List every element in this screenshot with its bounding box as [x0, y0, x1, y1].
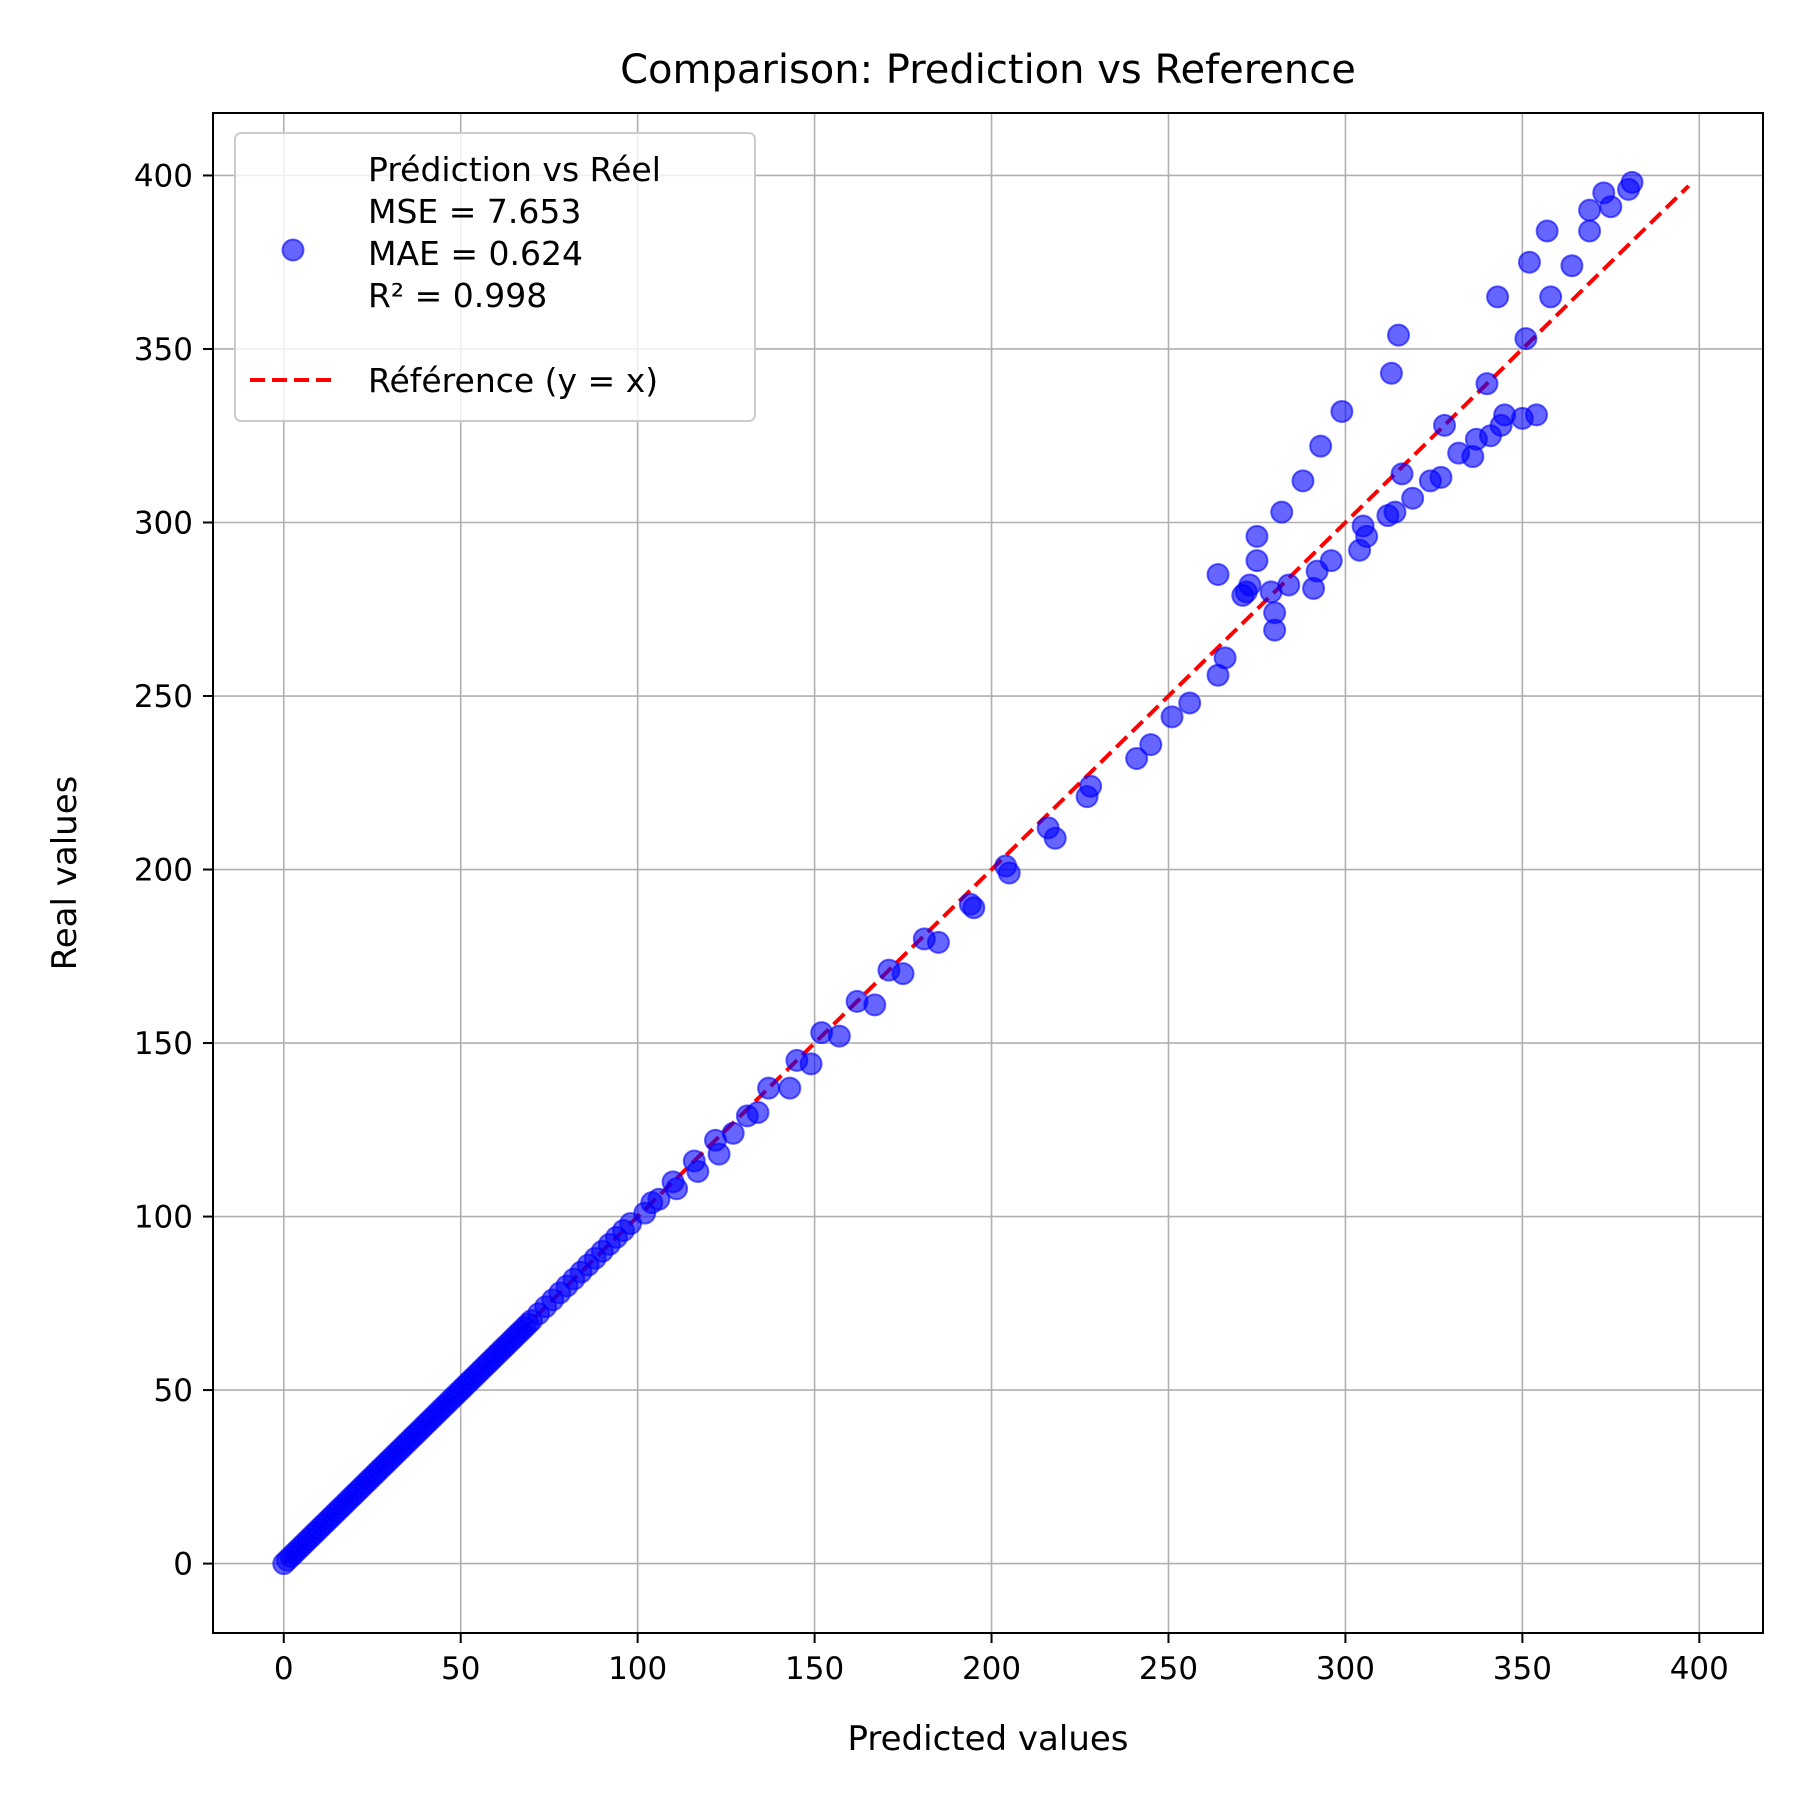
- data-point: [1560, 254, 1584, 278]
- x-tick-label: 300: [1316, 1651, 1375, 1687]
- x-axis-label: Predicted values: [848, 1719, 1129, 1759]
- x-tick-label: 350: [1493, 1651, 1552, 1687]
- y-tick-label: 250: [134, 679, 193, 715]
- data-point: [1599, 195, 1623, 219]
- data-point: [1330, 399, 1354, 423]
- data-point: [1245, 524, 1269, 548]
- data-point: [1390, 462, 1414, 486]
- x-tick-label: 200: [962, 1651, 1021, 1687]
- x-tick-label: 100: [608, 1651, 667, 1687]
- data-point: [1245, 549, 1269, 573]
- data-point: [647, 1187, 671, 1211]
- data-point: [778, 1076, 802, 1100]
- data-point: [1383, 500, 1407, 524]
- data-point: [721, 1121, 745, 1145]
- data-point: [665, 1177, 689, 1201]
- legend-label-scatter: Prédiction vs Réel MSE = 7.653 MAE = 0.624…: [368, 150, 661, 315]
- data-point: [1578, 198, 1602, 222]
- y-tick-label: 300: [134, 505, 193, 541]
- data-point: [1238, 573, 1262, 597]
- data-point: [1277, 573, 1301, 597]
- plot-frame: [212, 112, 1764, 1634]
- data-point: [1270, 500, 1294, 524]
- data-point: [1355, 524, 1379, 548]
- data-point: [1535, 219, 1559, 243]
- y-tick-label: 400: [134, 158, 193, 194]
- data-point: [757, 1076, 781, 1100]
- y-tick-label: 150: [134, 1026, 193, 1062]
- legend-label-reference: Référence (y = x): [368, 361, 658, 400]
- data-point: [863, 993, 887, 1017]
- reference-line-layer: [282, 184, 1691, 1566]
- data-point: [926, 930, 950, 954]
- data-point: [746, 1100, 770, 1124]
- data-point: [1429, 465, 1453, 489]
- data-point: [1263, 618, 1287, 642]
- legend-label-line: MAE = 0.624: [368, 234, 583, 273]
- data-point: [1387, 323, 1411, 347]
- x-tick-label: 0: [274, 1651, 294, 1687]
- legend-label-line: R² = 0.998: [368, 276, 547, 315]
- reference-line: [282, 184, 1691, 1566]
- x-axis-ticks: 0 50 100 150 200 250 300 350 400: [274, 1633, 1729, 1687]
- data-point: [1401, 486, 1425, 510]
- data-point: [1309, 434, 1333, 458]
- chart-title: Comparison: Prediction vs Reference: [620, 47, 1356, 93]
- y-tick-label: 100: [134, 1200, 193, 1236]
- data-point: [891, 962, 915, 986]
- legend-label-line: MSE = 7.653: [368, 192, 581, 231]
- legend-box: [234, 132, 756, 422]
- data-point: [1620, 170, 1644, 194]
- data-point: [799, 1052, 823, 1076]
- data-point: [1291, 469, 1315, 493]
- data-point: [1517, 250, 1541, 274]
- data-point: [1578, 219, 1602, 243]
- legend-label-line: Prédiction vs Réel: [368, 150, 661, 189]
- x-tick-label: 250: [1139, 1651, 1198, 1687]
- x-tick-label: 50: [441, 1651, 480, 1687]
- data-point: [997, 861, 1021, 885]
- data-point: [1514, 327, 1538, 351]
- data-point: [1319, 549, 1343, 573]
- data-point: [1379, 361, 1403, 385]
- data-point: [1213, 646, 1237, 670]
- y-tick-label: 200: [134, 853, 193, 889]
- data-point: [1139, 733, 1163, 757]
- data-point: [1125, 746, 1149, 770]
- data-point: [1043, 826, 1067, 850]
- y-axis-ticks: 0 50 100 150 200 250 300 350 400: [134, 158, 213, 1583]
- data-point: [1160, 705, 1184, 729]
- data-point: [686, 1159, 710, 1183]
- data-point: [707, 1142, 731, 1166]
- data-points: [272, 170, 1644, 1576]
- y-axis-label: Real values: [45, 776, 85, 971]
- y-tick-label: 50: [154, 1373, 193, 1409]
- data-point: [1525, 403, 1549, 427]
- legend-marker-scatter: [281, 238, 305, 262]
- y-tick-label: 0: [173, 1547, 193, 1583]
- data-point: [1486, 285, 1510, 309]
- data-point: [1539, 285, 1563, 309]
- x-tick-label: 400: [1670, 1651, 1729, 1687]
- data-point: [962, 896, 986, 920]
- data-point: [1475, 372, 1499, 396]
- data-point: [827, 1024, 851, 1048]
- data-point: [1206, 563, 1230, 587]
- y-tick-label: 350: [134, 332, 193, 368]
- x-tick-label: 150: [785, 1651, 844, 1687]
- data-point: [1079, 774, 1103, 798]
- data-point: [1433, 413, 1457, 437]
- legend: Prédiction vs Réel MSE = 7.653 MAE = 0.624…: [234, 132, 756, 422]
- data-point: [1178, 691, 1202, 715]
